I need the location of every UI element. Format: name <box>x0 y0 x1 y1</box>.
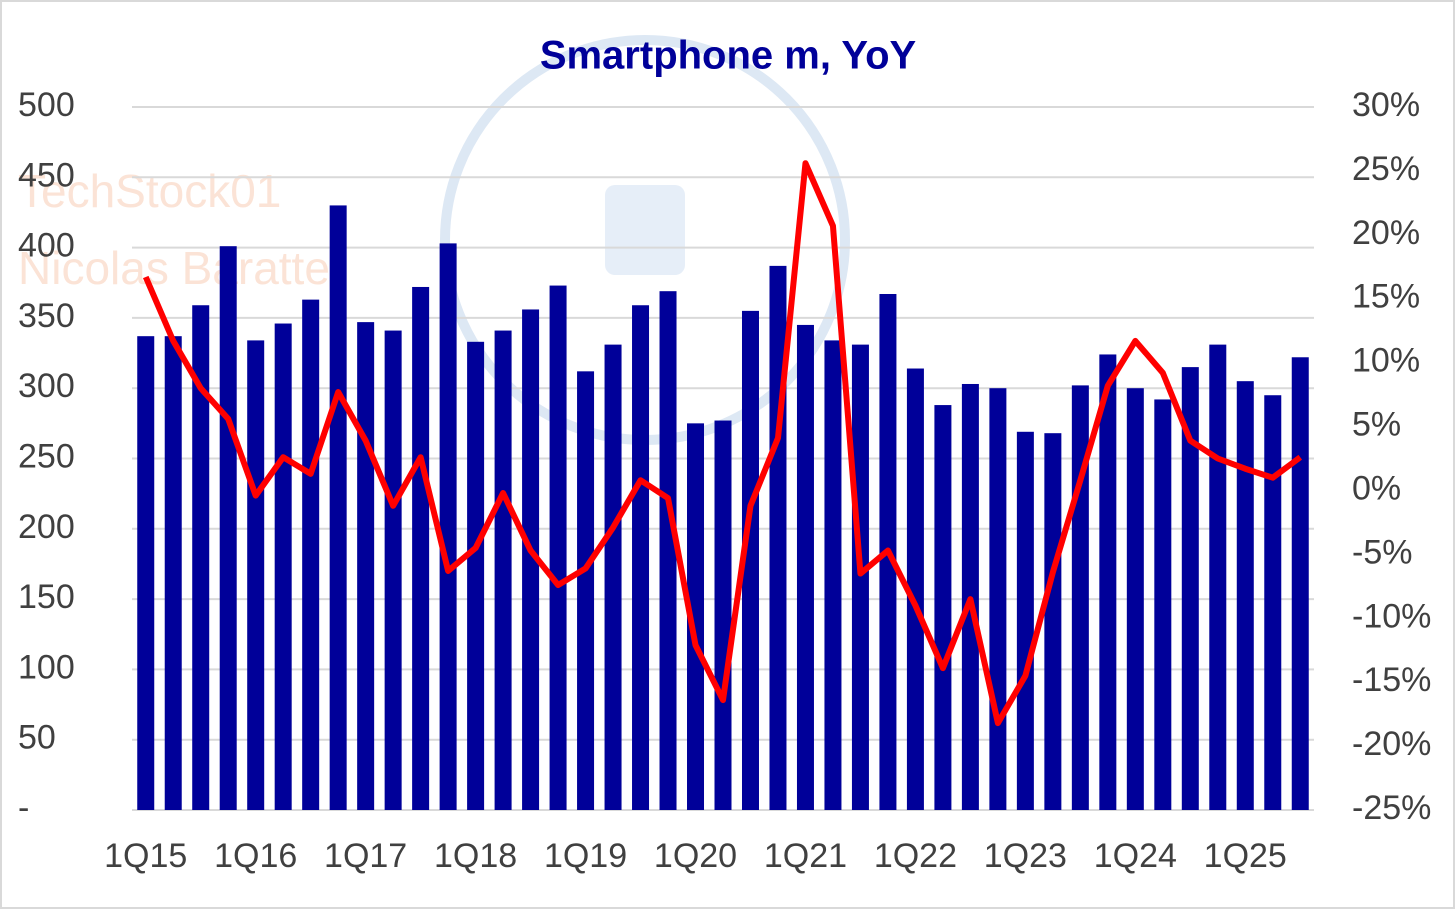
y-tick-label: 100 <box>18 648 75 686</box>
bar <box>164 336 182 810</box>
bar <box>934 405 952 810</box>
x-tick-label: 1Q17 <box>324 837 407 875</box>
y2-tick-label: 10% <box>1352 342 1420 380</box>
bar <box>1264 395 1282 810</box>
bar <box>522 309 540 810</box>
x-tick-label: 1Q20 <box>654 837 737 875</box>
bar <box>467 341 485 810</box>
y-tick-label: 500 <box>18 86 75 124</box>
bar <box>1126 388 1144 810</box>
x-tick-label: 1Q19 <box>544 837 627 875</box>
bar <box>329 205 347 811</box>
y2-tick-label: 30% <box>1352 86 1420 124</box>
bar <box>604 344 622 810</box>
bar <box>687 423 705 810</box>
watermark: Nicolas Baratte <box>18 242 330 294</box>
y2-tick-label: 15% <box>1352 278 1420 316</box>
bar <box>989 388 1007 810</box>
y-tick-label: 150 <box>18 578 75 616</box>
y-tick-label: 50 <box>18 719 56 757</box>
y2-tick-label: 20% <box>1352 214 1420 252</box>
x-tick-label: 1Q23 <box>984 837 1067 875</box>
y-tick-label: 350 <box>18 297 75 335</box>
bar <box>357 322 375 810</box>
bar <box>906 368 924 810</box>
bar <box>741 310 759 810</box>
y-tick-label: 450 <box>18 156 75 194</box>
y-tick-label: 400 <box>18 227 75 265</box>
line <box>142 160 1303 727</box>
bar <box>632 305 650 810</box>
bar <box>1181 367 1199 810</box>
bar <box>577 371 595 810</box>
bar <box>1236 381 1254 810</box>
x-tick-label: 1Q24 <box>1094 837 1177 875</box>
y-tick-label: - <box>18 789 29 827</box>
bar <box>851 344 869 810</box>
bar <box>439 243 457 810</box>
bar <box>137 336 155 810</box>
x-tick-label: 1Q16 <box>214 837 297 875</box>
bar <box>1044 433 1062 810</box>
y2-tick-label: -15% <box>1352 661 1431 699</box>
bar <box>769 265 787 810</box>
bar <box>302 299 320 810</box>
x-tick-label: 1Q21 <box>764 837 847 875</box>
x-tick-label: 1Q22 <box>874 837 957 875</box>
bar <box>1099 354 1117 810</box>
y2-tick-label: 5% <box>1352 406 1401 444</box>
bar <box>1209 344 1227 810</box>
bar <box>1291 357 1309 810</box>
bar <box>549 285 567 810</box>
bar <box>796 324 814 810</box>
x-tick-label: 1Q15 <box>104 837 187 875</box>
bar <box>219 246 237 811</box>
bar <box>412 286 430 810</box>
bar <box>1016 431 1034 810</box>
logo-chip <box>605 185 685 275</box>
y2-tick-label: 25% <box>1352 150 1420 188</box>
bar <box>494 330 512 810</box>
x-tick-label: 1Q25 <box>1204 837 1287 875</box>
bar <box>274 323 292 810</box>
chart-title: Smartphone m, YoY <box>540 34 917 78</box>
bar <box>192 305 210 810</box>
watermark: TechStock01 <box>18 165 281 217</box>
y2-tick-label: -5% <box>1352 533 1412 571</box>
y-tick-label: 200 <box>18 508 75 546</box>
y2-tick-label: -10% <box>1352 597 1431 635</box>
y2-tick-label: -25% <box>1352 789 1431 827</box>
bar <box>384 330 402 810</box>
x-tick-label: 1Q18 <box>434 837 517 875</box>
bar <box>824 340 842 810</box>
bar <box>714 420 732 810</box>
bar <box>247 340 265 810</box>
y-tick-label: 300 <box>18 367 75 405</box>
y2-tick-label: -20% <box>1352 725 1431 763</box>
bar <box>1154 399 1172 810</box>
y-tick-label: 250 <box>18 437 75 475</box>
y2-tick-label: 0% <box>1352 469 1401 507</box>
bar <box>659 291 677 810</box>
